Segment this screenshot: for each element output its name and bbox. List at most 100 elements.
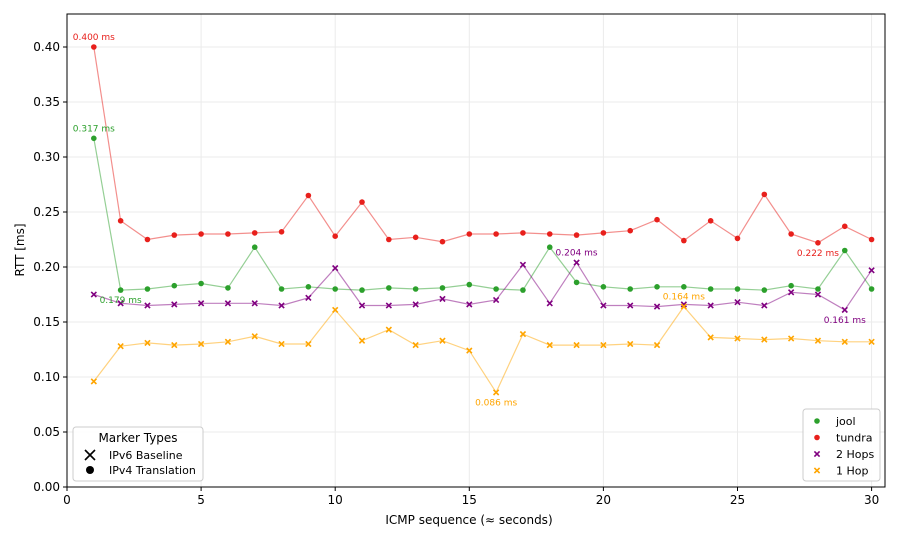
data-point-jool — [144, 286, 151, 292]
data-point-1-hop — [144, 339, 151, 347]
data-point-1-hop — [707, 334, 714, 341]
annotation-label: 0.179 ms — [100, 296, 142, 306]
y-tick-label: 0.35 — [33, 95, 60, 109]
data-point-tundra — [412, 234, 419, 241]
data-point-1-hop — [492, 389, 500, 396]
series-markers — [90, 44, 875, 396]
data-point-1-hop — [653, 341, 661, 349]
x-tick-label: 30 — [864, 493, 879, 507]
data-point-1-hop — [814, 337, 822, 344]
data-point-2-hops — [197, 300, 205, 307]
data-point-jool — [466, 281, 473, 288]
data-point-2-hops — [385, 302, 393, 309]
grid-lines — [66, 14, 885, 488]
data-point-tundra — [171, 232, 178, 238]
data-point-jool — [198, 280, 204, 287]
data-point-jool — [841, 247, 848, 254]
data-point-jool — [305, 284, 312, 290]
y-tick-label: 0.05 — [33, 425, 60, 439]
data-point-1-hop — [680, 303, 688, 310]
annotation-label: 0.222 ms — [797, 249, 839, 259]
data-point-jool — [520, 287, 526, 293]
data-point-tundra — [91, 44, 97, 50]
data-point-2-hops — [868, 267, 875, 274]
data-point-2-hops — [492, 296, 500, 304]
y-tick-label: 0.40 — [33, 40, 60, 54]
annotation-label: 0.086 ms — [475, 398, 517, 408]
data-point-jool — [627, 286, 634, 292]
data-point-2-hops — [707, 302, 714, 309]
data-point-2-hops — [466, 301, 473, 308]
data-point-1-hop — [412, 341, 419, 349]
data-point-2-hops — [600, 302, 607, 309]
legend-box — [802, 408, 881, 482]
data-point-2-hops — [439, 295, 446, 303]
data-point-1-hop — [600, 341, 607, 349]
data-point-tundra — [117, 218, 124, 224]
data-point-tundra — [332, 233, 338, 239]
series-line-tundra — [93, 46, 872, 244]
data-point-jool — [117, 287, 124, 293]
data-point-jool — [251, 244, 258, 250]
data-point-1-hop — [332, 306, 339, 314]
legend-entry: 1 Hop — [836, 465, 868, 478]
series-lines — [93, 46, 873, 394]
data-point-tundra — [681, 237, 687, 244]
data-point-jool — [171, 282, 178, 289]
y-tick-label: 0.15 — [33, 315, 60, 329]
data-point-2-hops — [90, 291, 97, 298]
data-point-1-hop — [358, 337, 366, 344]
data-point-2-hops — [627, 302, 634, 309]
y-tick-label: 0.10 — [33, 370, 60, 384]
data-point-1-hop — [573, 341, 580, 349]
data-point-2-hops — [278, 302, 285, 309]
annotation-label: 0.204 ms — [556, 249, 598, 259]
data-point-jool — [91, 135, 97, 142]
data-point-tundra — [144, 236, 151, 243]
data-point-2-hops — [144, 302, 151, 309]
data-point-tundra — [278, 229, 285, 235]
data-point-1-hop — [519, 330, 527, 338]
data-point-2-hops — [787, 289, 795, 296]
data-point-jool — [761, 287, 768, 293]
legend-marker — [814, 418, 820, 424]
data-point-2-hops — [251, 300, 258, 307]
data-point-tundra — [439, 238, 446, 245]
annotation-label: 0.400 ms — [73, 33, 115, 43]
x-tick-label: 20 — [596, 493, 611, 507]
data-point-tundra — [359, 199, 365, 205]
data-point-2-hops — [734, 299, 741, 306]
data-point-2-hops — [305, 294, 312, 301]
data-point-1-hop — [278, 340, 285, 348]
data-point-tundra — [546, 231, 553, 237]
y-tick-label: 0.25 — [33, 205, 60, 219]
annotation-label: 0.317 ms — [73, 124, 115, 134]
legend-entry: 2 Hops — [836, 448, 874, 461]
data-point-1-hop — [868, 338, 875, 345]
data-point-2-hops — [171, 301, 178, 308]
plot-frame — [66, 13, 886, 488]
data-point-1-hop — [439, 337, 446, 344]
data-point-tundra — [573, 232, 580, 238]
data-point-2-hops — [332, 264, 339, 272]
data-point-tundra — [788, 231, 794, 237]
marker-legend-title: Marker Types — [98, 431, 177, 445]
data-point-1-hop — [251, 333, 258, 340]
legend-entry: jool — [835, 415, 856, 428]
marker-legend-entry: IPv6 Baseline — [109, 449, 183, 462]
data-point-tundra — [627, 227, 634, 234]
data-point-1-hop — [197, 340, 205, 348]
data-point-tundra — [305, 192, 312, 199]
data-point-2-hops — [224, 300, 232, 307]
data-point-jool — [573, 279, 580, 286]
marker-legend-entry: IPv4 Translation — [109, 464, 196, 477]
data-point-2-hops — [519, 261, 527, 268]
legend-marker — [813, 467, 821, 474]
data-point-1-hop — [734, 335, 741, 342]
data-point-jool — [734, 286, 741, 292]
y-tick-label: 0.00 — [33, 480, 60, 494]
data-point-jool — [439, 285, 446, 291]
marker-type-legend: Marker Types IPv6 Baseline IPv4 Translatio… — [72, 426, 204, 482]
series-line-2-hops — [93, 261, 873, 311]
legend-marker — [814, 434, 820, 441]
